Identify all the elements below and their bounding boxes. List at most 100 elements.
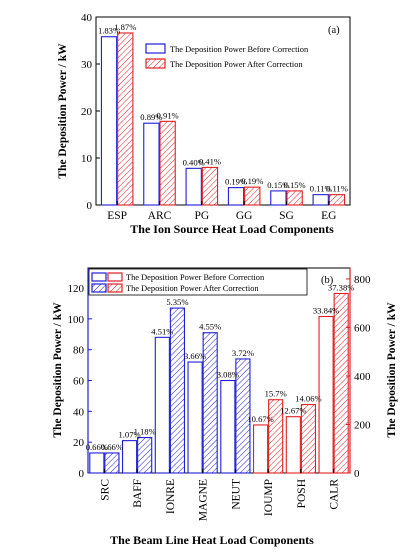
- chart-a-bar-eg-after: [328, 194, 346, 206]
- chart-b-left-y-tick-label: 120: [68, 283, 85, 295]
- chart-a-bar-arc-after: [159, 120, 176, 206]
- chart-a-bar-gg-after: [244, 186, 261, 206]
- chart-a-bar-sg-after: [286, 190, 303, 206]
- chart-b-legend-label-after: The Deposition Power After Correction: [126, 284, 259, 293]
- chart-b-bar-label-ioump-before: 10.67%: [247, 414, 274, 424]
- chart-b-bar-label-neut-after: 3.72%: [232, 348, 254, 358]
- chart-b-right-y-tick-label: 800: [354, 274, 371, 286]
- chart-b-right-y-tick-label: 600: [354, 322, 371, 334]
- chart-a-legend-label-before: The Deposition Power Before Correction: [170, 45, 309, 54]
- chart-b-bar-label-baff-before: 1.07%: [118, 430, 140, 440]
- chart-b-bar-label-posh-after: 14.06%: [295, 394, 322, 404]
- chart-b-bar-baff-before: [121, 440, 138, 474]
- chart-b-left-y-axis-label: The Deposition Power / kW: [52, 302, 64, 438]
- chart-a-bar-label-sg-before: 0.15%: [267, 180, 289, 190]
- chart-a-bar-label-esp-after: 1.87%: [114, 22, 136, 32]
- chart-b-right-y-tick-label: 400: [354, 371, 371, 383]
- chart-a-y-tick-label: 0: [87, 200, 93, 212]
- chart-a-bar-label-eg-before: 0.11%: [310, 184, 332, 194]
- chart-b-bar-label-baff-after: 1.18%: [134, 427, 156, 437]
- chart-b-x-tick-label-posh: POSH: [296, 479, 308, 508]
- chart-b-bar-label-calr-before: 33.84%: [313, 306, 340, 316]
- chart-b-bar-labels: 0.66%0.66% 1.07%1.18% 4.51% 5.35% 3.66% 4.55%…: [86, 282, 355, 451]
- chart-b-bar-ionre-before: [154, 336, 170, 474]
- chart-b-left-y-tick-label: 40: [73, 406, 85, 418]
- chart-b-bar-ionre-after: [169, 307, 186, 474]
- chart-b-legend-label-before: The Deposition Power Before Correction: [126, 273, 265, 282]
- chart-a-bar-label-gg-after: 0.19%: [241, 176, 263, 186]
- chart-b-panel-tag: (b): [321, 275, 334, 286]
- chart-a-x-tick-label-sg: SG: [279, 210, 294, 222]
- chart-b-bar-ioump-before: [252, 424, 269, 474]
- chart-a-y-ticks: 0 10 20 30 40: [81, 12, 100, 212]
- chart-b-x-tick-label-src: SRC: [99, 479, 111, 501]
- chart-b-legend-swatch-before-red: [107, 272, 123, 282]
- chart-b-bar-neut-before: [220, 379, 236, 474]
- chart-a-bar-label-pg-before: 0.40%: [183, 157, 205, 167]
- chart-b-bar-baff-after: [137, 436, 153, 474]
- chart-a-y-tick-label: 30: [81, 59, 93, 71]
- chart-a-x-tick-label-arc: ARC: [148, 210, 172, 222]
- chart-b-bar-ioump-after: [268, 399, 284, 474]
- chart-b-bar-label-neut-before: 3.08%: [217, 370, 239, 380]
- chart-a-bars: [100, 32, 346, 206]
- chart-b-left-y-tick-label: 80: [73, 345, 85, 357]
- chart-b-bar-magne-after: [202, 332, 218, 474]
- chart-a-bar-arc-before: [143, 122, 160, 206]
- chart-b-bar-label-src-after: 0.66%: [101, 442, 123, 452]
- chart-a-bar-gg-before: [227, 187, 245, 206]
- chart-a-bar-label-gg-before: 0.19%: [225, 177, 247, 187]
- chart-b-bar-label-calr-after: 37.38%: [328, 282, 355, 292]
- chart-a-bar-label-eg-after: 0.11%: [326, 184, 348, 194]
- chart-b-bar-label-magne-after: 4.55%: [199, 322, 221, 332]
- chart-b-x-tick-label-neut: NEUT: [230, 479, 242, 510]
- chart-a-bar-pg-after: [201, 166, 219, 206]
- chart-b-legend-swatch-after-blue: [91, 283, 107, 293]
- chart-b-bar-posh-before: [285, 416, 301, 474]
- chart-b-bar-magne-before: [187, 361, 203, 474]
- chart-b-bar-neut-after: [235, 358, 251, 474]
- chart-b-bar-calr-before: [318, 315, 334, 474]
- chart-b-left-y-tick-label: 0: [79, 468, 85, 480]
- chart-b: 0 20 40 60 80 100 120 0 200 400 600 800 0.66%0.66%…: [52, 267, 398, 547]
- chart-b-bar-src-before: [89, 452, 105, 474]
- chart-a-bar-label-sg-after: 0.15%: [284, 180, 306, 190]
- chart-a-legend-label-after: The Deposition Power After Correction: [170, 60, 303, 69]
- chart-a-bar-pg-before: [185, 167, 202, 206]
- chart-b-x-ticks: SRC BAFF IONRE MAGNE NEUT IOUMP POSH CALR: [99, 469, 341, 521]
- chart-b-x-tick-label-ioump: IOUMP: [263, 479, 275, 516]
- chart-b-left-y-ticks: 0 20 40 60 80 100 120: [68, 283, 92, 480]
- chart-b-bar-label-magne-before: 3.66%: [184, 351, 206, 361]
- chart-b-bars: [89, 292, 349, 474]
- chart-a: 0 10 20 30 40 1.83%1.87% 0.89%0.91% 0.40%0.41%…: [57, 12, 351, 236]
- chart-b-right-y-ticks: 0 200 400 600 800: [346, 274, 371, 480]
- chart-b-left-y-tick-label: 100: [68, 314, 85, 326]
- chart-b-legend-swatch-before-blue: [91, 272, 107, 282]
- chart-a-bar-label-esp-before: 1.83%: [98, 26, 120, 36]
- chart-b-x-tick-label-baff: BAFF: [132, 479, 144, 508]
- chart-a-y-axis-label: The Deposition Power / kW: [57, 43, 69, 179]
- chart-b-bar-label-ionre-before: 4.51%: [151, 326, 173, 336]
- chart-b-bar-calr-after: [333, 292, 349, 474]
- chart-a-panel-tag: (a): [328, 25, 340, 36]
- chart-a-bar-label-arc-before: 0.89%: [140, 112, 162, 122]
- chart-a-y-tick-label: 20: [81, 106, 93, 118]
- chart-a-bar-esp-before: [100, 36, 118, 206]
- chart-a-bar-esp-after: [117, 32, 134, 206]
- chart-a-bar-labels: 1.83%1.87% 0.89%0.91% 0.40%0.41% 0.19%0.19%…: [98, 22, 348, 194]
- chart-b-right-y-tick-label: 0: [354, 468, 360, 480]
- chart-b-bar-posh-after: [300, 404, 317, 474]
- chart-b-bar-label-src-before: 0.66%: [86, 442, 108, 452]
- chart-a-bar-eg-before: [312, 194, 329, 206]
- chart-a-legend-swatch-before: [145, 43, 166, 54]
- chart-b-legend-swatch-after-red: [107, 283, 123, 293]
- chart-b-legend-box: [88, 268, 308, 296]
- chart-b-x-tick-label-magne: MAGNE: [198, 479, 210, 521]
- chart-a-x-ticks: ESP ARC PG GG SG EG: [107, 201, 337, 222]
- chart-b-left-y-tick-label: 60: [73, 376, 85, 388]
- chart-b-bar-label-posh-before: 12.67%: [280, 406, 307, 416]
- chart-a-y-tick-label: 10: [81, 153, 93, 165]
- chart-a-x-tick-label-eg: EG: [321, 210, 336, 222]
- chart-a-y-tick-label: 40: [81, 12, 93, 24]
